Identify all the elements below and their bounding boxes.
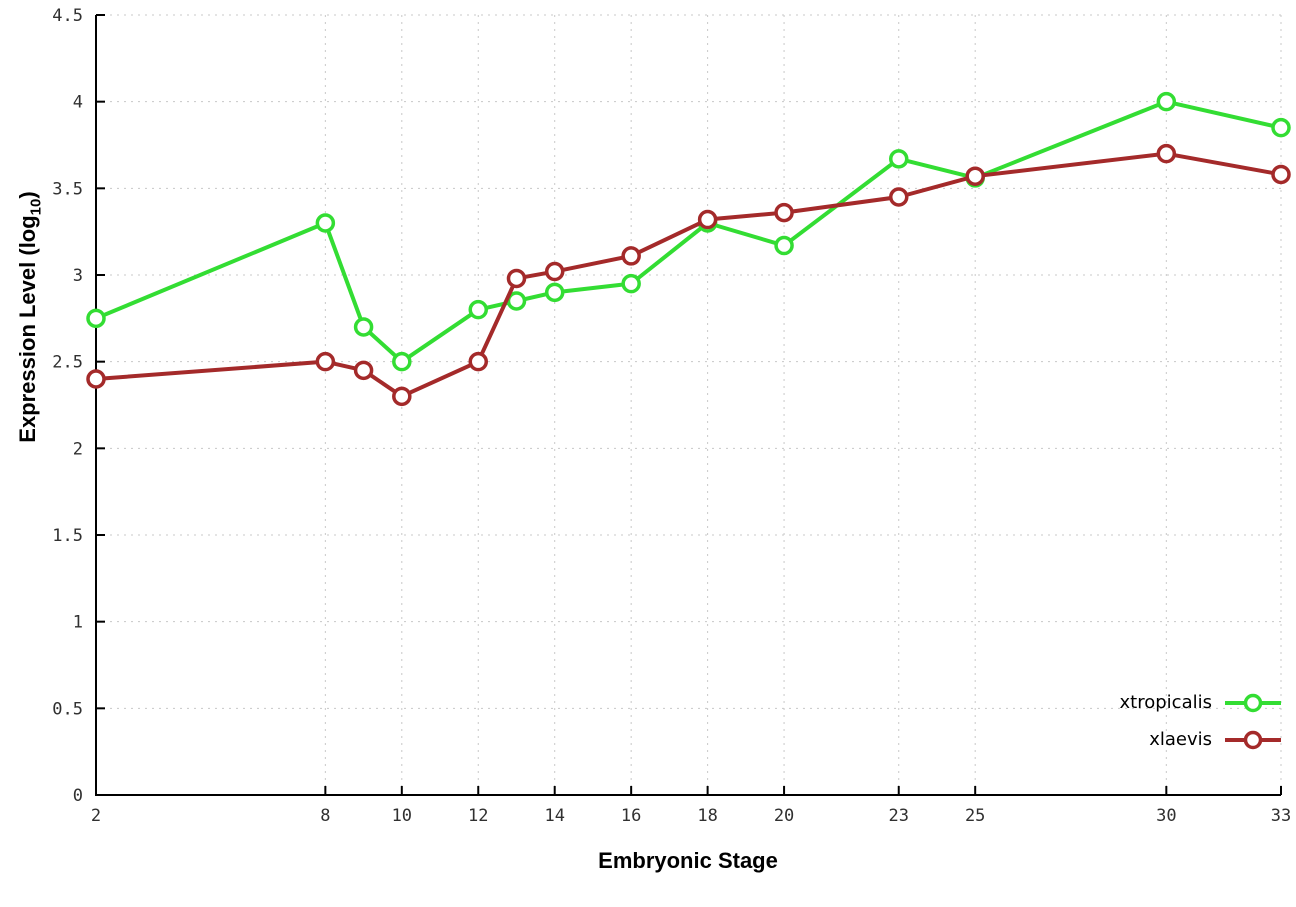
data-point-xtropicalis	[86, 308, 106, 329]
grid-lines	[95, 14, 1282, 796]
data-point-xlaevis	[1156, 143, 1177, 164]
y-tick-label: 2.5	[52, 353, 83, 373]
tick-labels: 2 8 10 12 14 16 18 20 23 25 30 33 0 0.5 1 1.5 2 2.5 3 3.5 4 4…	[52, 6, 1291, 826]
y-tick-label: 4	[73, 93, 83, 113]
x-tick-label: 16	[621, 806, 641, 826]
data-point-xtropicalis	[1156, 91, 1177, 112]
y-tick-label: 0	[73, 786, 83, 806]
y-tick-label: 2	[73, 439, 83, 459]
legend-label-xtropicalis: xtropicalis	[1119, 692, 1212, 713]
x-tick-label: 18	[697, 806, 717, 826]
legend-marker-xtropicalis	[1225, 693, 1281, 712]
y-tick-label: 1	[73, 613, 83, 633]
x-tick-label: 12	[468, 806, 488, 826]
y-tick-label: 4.5	[52, 6, 83, 26]
data-point-xtropicalis	[774, 235, 794, 256]
data-point-xlaevis	[888, 187, 909, 207]
data-point-xlaevis	[315, 351, 336, 372]
y-axis-label-suffix: )	[15, 191, 40, 199]
legend-label-xlaevis: xlaevis	[1149, 729, 1212, 750]
data-point-xlaevis	[468, 351, 489, 372]
x-tick-label: 30	[1156, 806, 1176, 826]
data-point-xlaevis	[1271, 164, 1291, 185]
y-axis-label: Expression Level (log10)	[7, 17, 49, 617]
x-tick-label: 10	[392, 806, 412, 826]
series-line-xlaevis	[94, 151, 1283, 399]
data-point-xtropicalis	[315, 213, 336, 233]
x-axis-label: Embryonic Stage	[388, 848, 988, 880]
data-point-xtropicalis	[353, 317, 374, 337]
data-point-xtropicalis	[888, 149, 909, 169]
series-xlaevis	[86, 143, 1291, 407]
data-point-xtropicalis	[392, 351, 412, 372]
x-tick-label: 25	[965, 806, 985, 826]
y-axis-label-text: Expression Level (log	[15, 215, 40, 443]
axis-ticks	[95, 14, 1282, 796]
y-tick-label: 1.5	[52, 526, 83, 546]
axis-border	[95, 15, 1281, 796]
data-point-xlaevis	[621, 246, 641, 266]
data-point-xlaevis	[506, 268, 527, 289]
data-point-xlaevis	[965, 166, 985, 186]
data-point-xtropicalis	[1271, 117, 1291, 138]
y-tick-label: 0.5	[52, 699, 83, 719]
data-point-xtropicalis	[621, 273, 641, 294]
y-axis-label-subscript: 10	[27, 198, 45, 216]
data-point-xlaevis	[544, 261, 565, 282]
x-tick-label: 2	[91, 806, 101, 826]
data-point-xtropicalis	[544, 282, 565, 303]
data-point-xlaevis	[697, 209, 718, 230]
series-line-xtropicalis	[94, 99, 1283, 364]
data-point-xtropicalis	[468, 299, 489, 320]
y-tick-label: 3	[73, 266, 83, 286]
x-tick-label: 8	[320, 806, 330, 826]
legend-entry-xtropicalis: xtropicalis	[1120, 684, 1282, 721]
y-tick-label: 3.5	[52, 179, 83, 199]
data-point-xlaevis	[774, 202, 794, 223]
legend: xtropicalis xlaevis	[1120, 684, 1282, 758]
legend-marker-xlaevis	[1225, 730, 1281, 749]
x-tick-label: 23	[888, 806, 908, 826]
data-point-xlaevis	[353, 360, 374, 381]
data-point-xtropicalis	[506, 291, 527, 311]
x-tick-label: 20	[774, 806, 794, 826]
series-xtropicalis	[86, 91, 1291, 372]
x-tick-label: 33	[1271, 806, 1291, 826]
data-point-xlaevis	[86, 369, 106, 389]
data-point-xlaevis	[392, 386, 412, 407]
x-axis-label-text: Embryonic Stage	[598, 848, 778, 873]
legend-entry-xlaevis: xlaevis	[1149, 721, 1282, 758]
x-tick-label: 14	[544, 806, 564, 826]
